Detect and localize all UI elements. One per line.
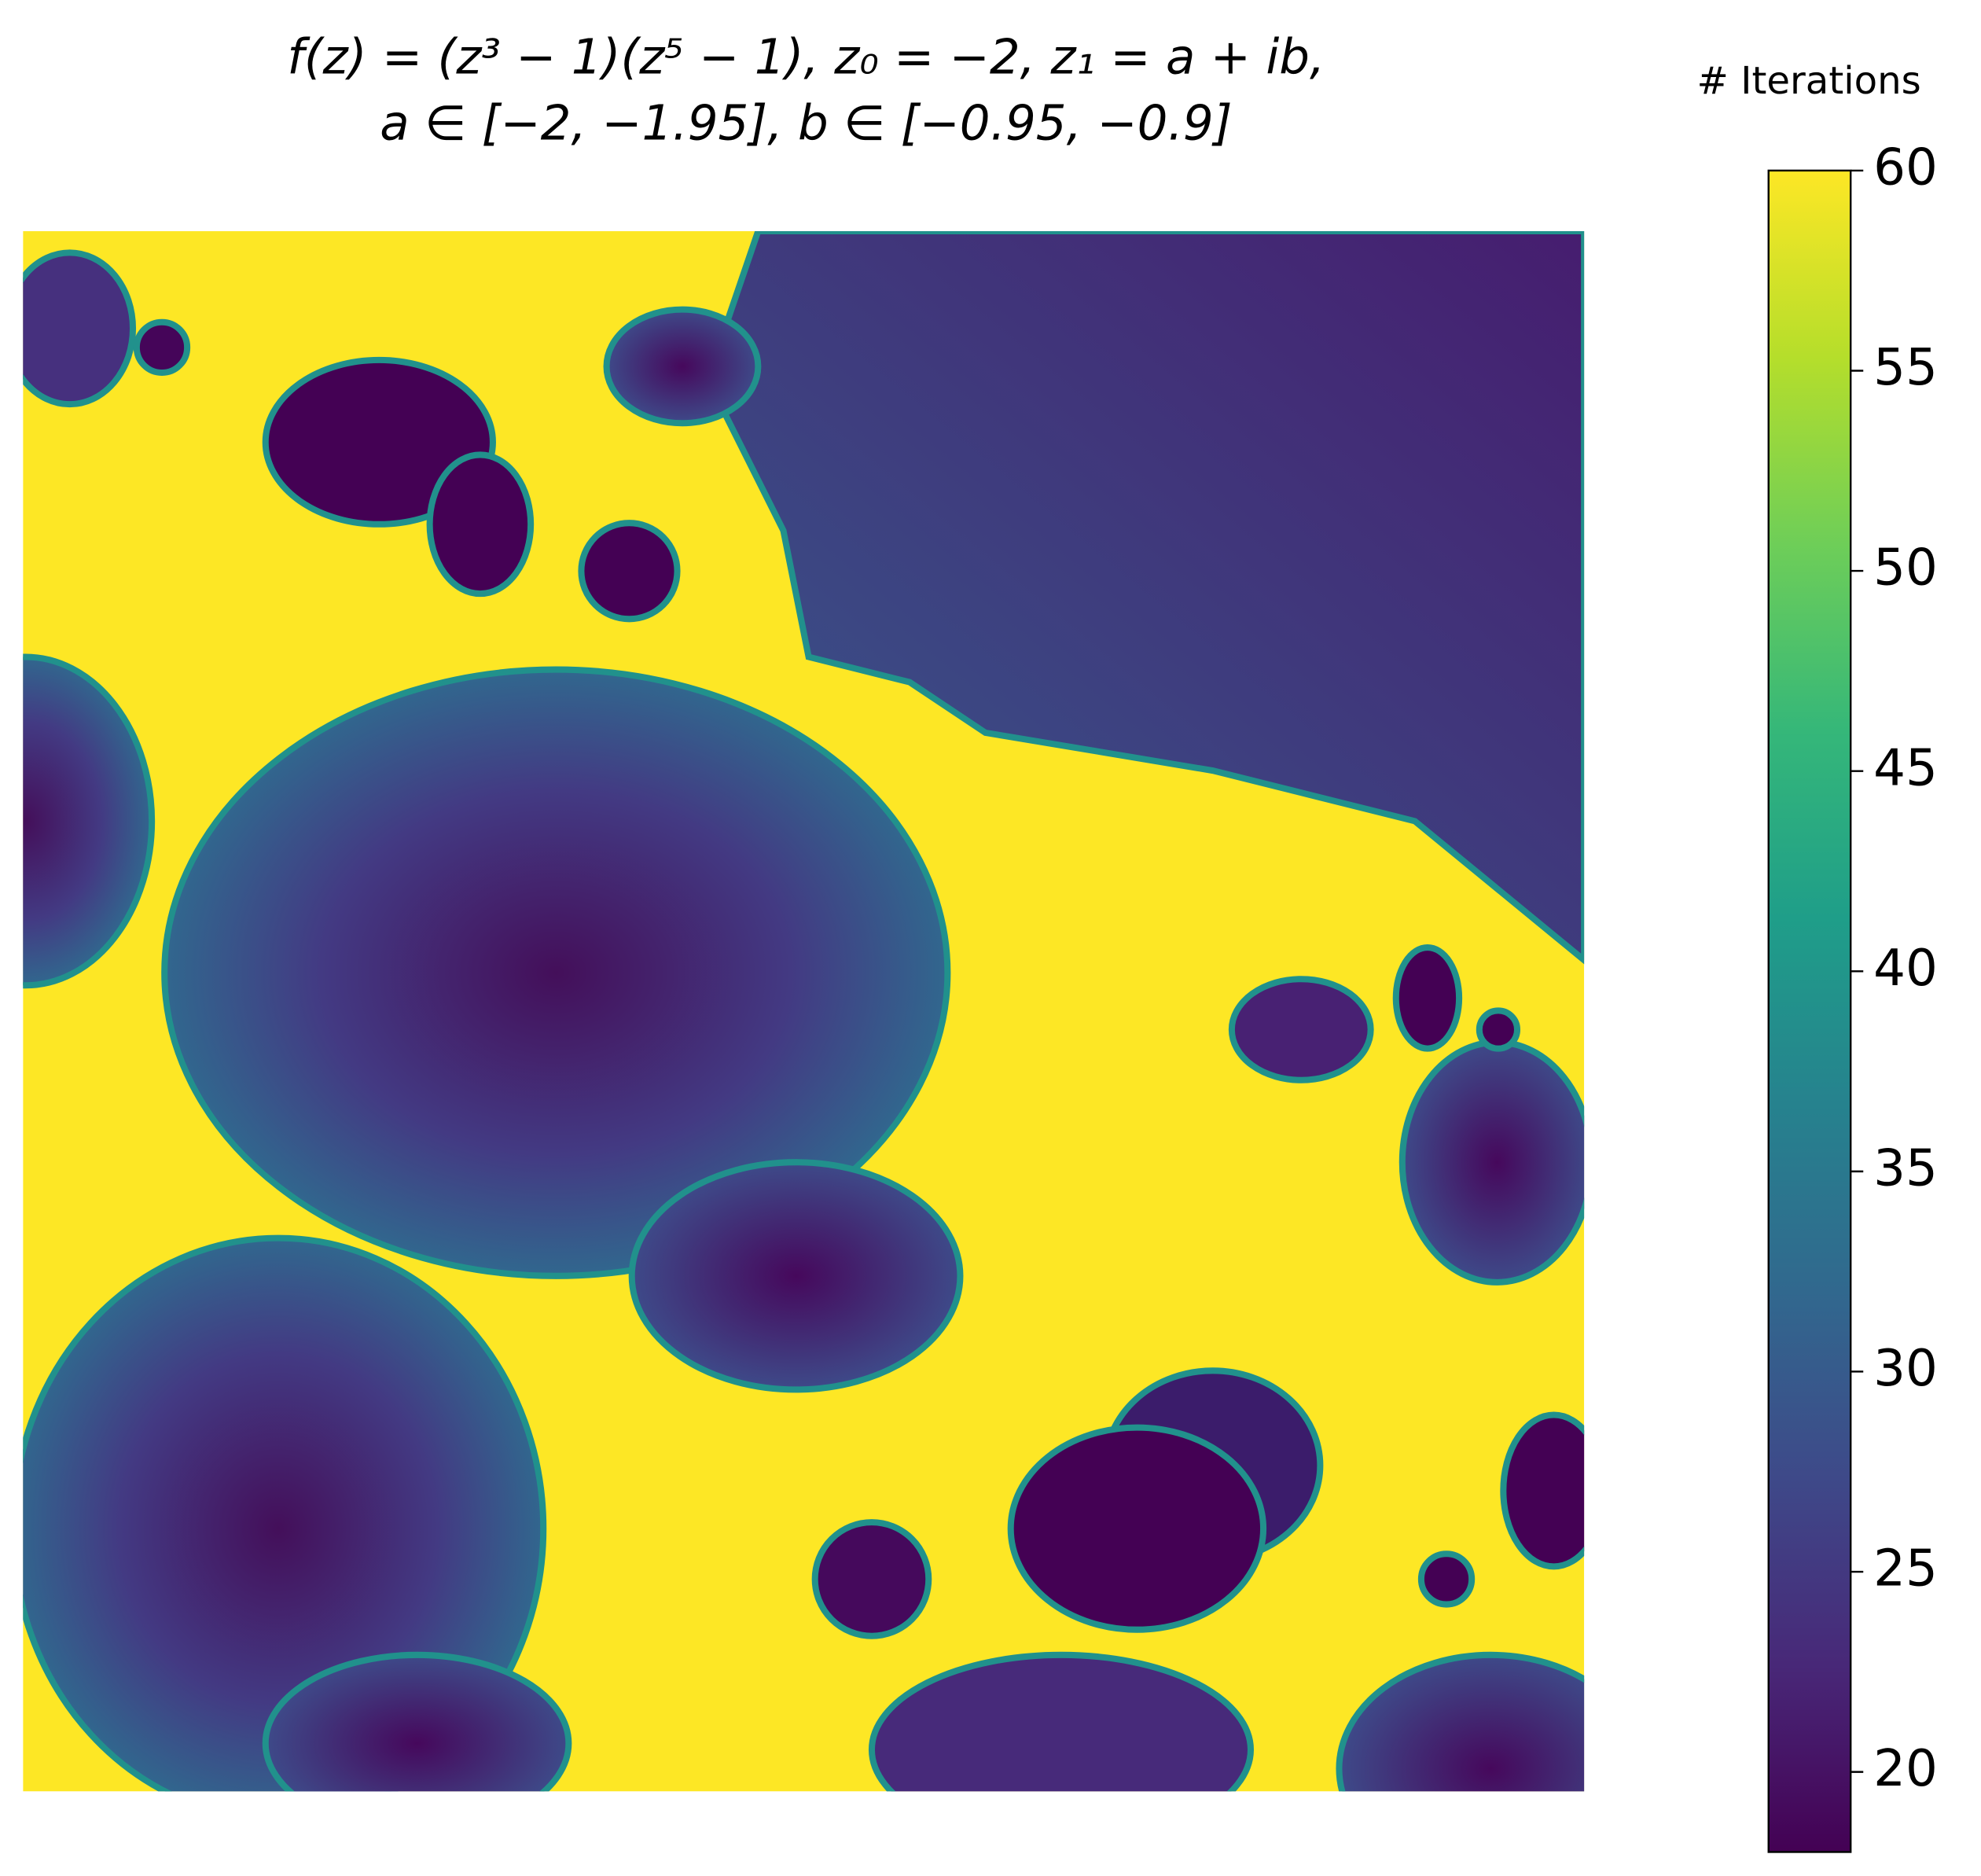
title: f(z) = (z³ − 1)(z⁵ − 1), z₀ = −2, z₁ = a…	[287, 30, 1325, 152]
colorbar-tick-label: 60	[1873, 138, 1938, 197]
heatmap	[23, 231, 1585, 1792]
colorbar-tick-label: 50	[1873, 539, 1938, 598]
colorbar-label: # Iterations	[1697, 59, 1921, 103]
colorbar-tick-label: 25	[1873, 1539, 1938, 1598]
colorbar-tick-label: 55	[1873, 338, 1938, 397]
colorbar-tick-label: 35	[1873, 1138, 1938, 1197]
colorbar-tick-label: 30	[1873, 1339, 1938, 1398]
colorbar-tick-label: 20	[1873, 1739, 1938, 1798]
colorbar	[1767, 169, 1852, 1853]
colorbar-tick-label: 40	[1873, 939, 1938, 998]
chart-title: f(z) = (z³ − 1)(z⁵ − 1), z₀ = −2, z₁ = a…	[287, 30, 1325, 86]
colorbar-tick-label: 45	[1873, 738, 1938, 797]
chart-title: a ∈ [−2, −1.95], b ∈ [−0.95, −0.9]	[380, 95, 1232, 151]
